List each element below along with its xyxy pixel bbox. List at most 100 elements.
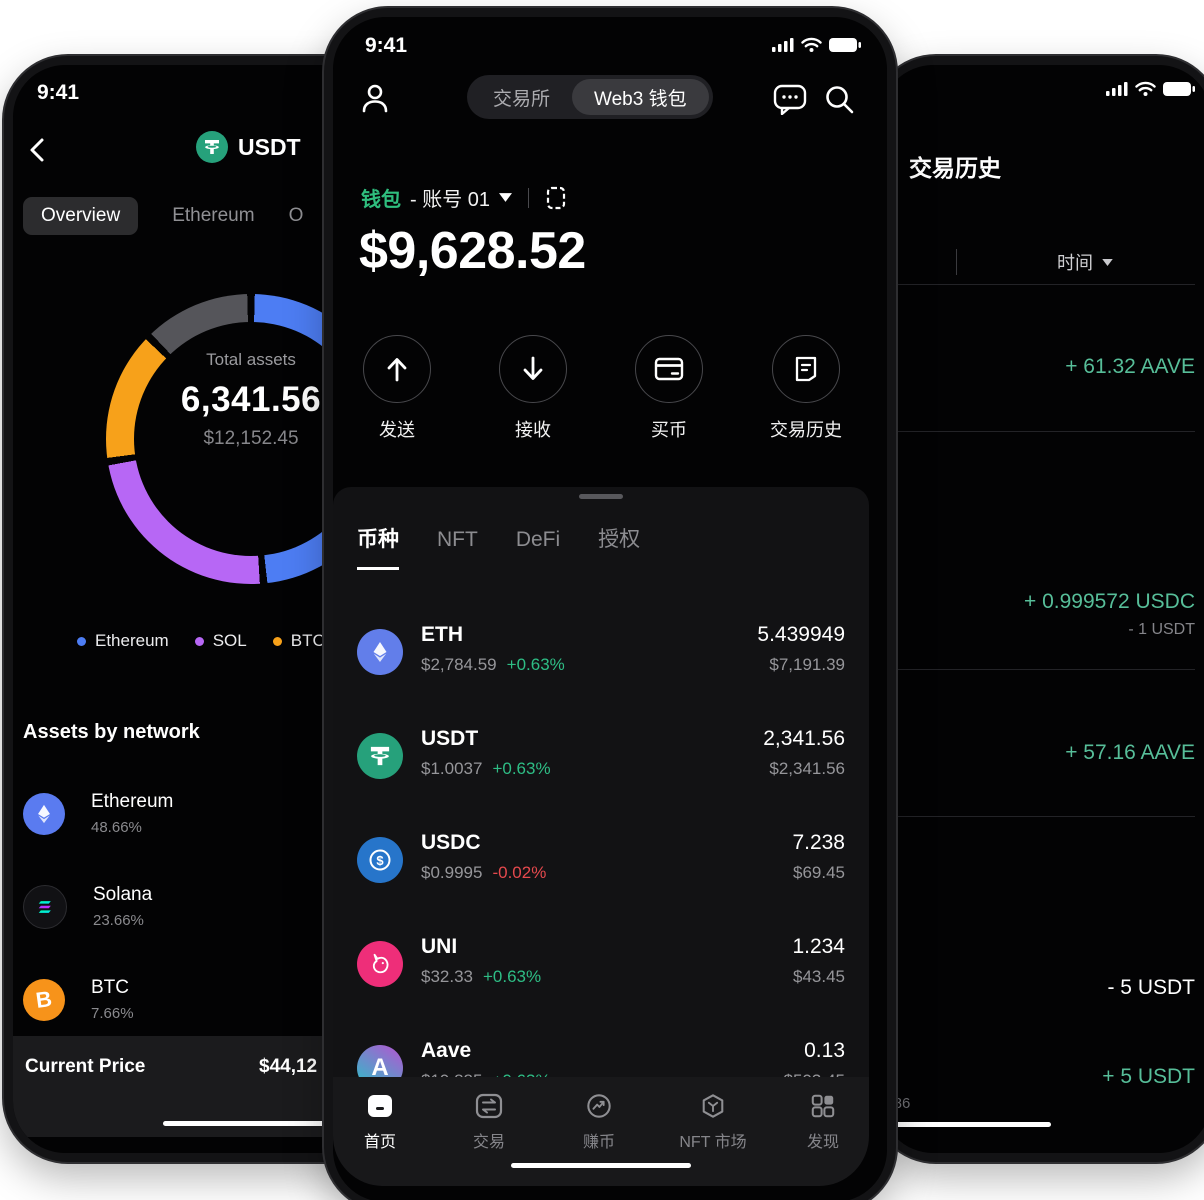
legend-ethereum: Ethereum bbox=[77, 631, 169, 651]
segment-web3-wallet[interactable]: Web3 钱包 bbox=[572, 79, 709, 115]
home-indicator[interactable] bbox=[163, 1121, 433, 1126]
nft-hexagon-icon bbox=[702, 1094, 724, 1118]
legend-dot-orange bbox=[272, 636, 282, 646]
total-balance: $9,628.52 bbox=[359, 222, 586, 280]
status-icons bbox=[772, 37, 861, 53]
history-doc-icon bbox=[772, 335, 840, 403]
caret-down-icon bbox=[499, 193, 513, 202]
token-row-usdc[interactable]: $ USDC $0.9995 -0.02% 7.238 $69.45 bbox=[333, 807, 869, 911]
drag-handle[interactable] bbox=[579, 494, 623, 499]
donut-center-text: Total assets 6,341.56 $12,152.45 bbox=[46, 350, 433, 450]
action-send[interactable]: 发送 bbox=[333, 335, 465, 442]
token-amount: 0.13 bbox=[804, 1039, 845, 1062]
tx-amount[interactable]: + 0.999572 USDC bbox=[1023, 590, 1195, 613]
home-indicator[interactable] bbox=[881, 1122, 1051, 1127]
right-phone-screen: 交易历史 时间 + 61.32 AAVE C + 0.999572 USDC -… bbox=[881, 65, 1204, 1153]
token-row-eth[interactable]: ETH $2,784.59 +0.63% 5.439949 $7,191.39 bbox=[333, 599, 869, 703]
search-button[interactable] bbox=[823, 83, 855, 115]
svg-text:$: $ bbox=[376, 853, 384, 868]
token-price: $1.0037 bbox=[421, 759, 483, 778]
center-phone-screen: 9:41 交易所 Web3 钱包 bbox=[333, 17, 887, 1200]
tab-nft[interactable]: NFT bbox=[437, 528, 478, 551]
chat-icon bbox=[773, 84, 807, 115]
current-price-label: Current Price bbox=[25, 1056, 146, 1077]
tab-approvals[interactable]: 授权 bbox=[598, 528, 641, 551]
token-change: +0.63% bbox=[506, 655, 565, 674]
tx-amount[interactable]: - 5 USDT bbox=[1107, 976, 1195, 999]
grid-icon bbox=[811, 1094, 835, 1118]
action-history[interactable]: 交易历史 bbox=[738, 335, 874, 442]
tx-amount[interactable]: + 61.32 AAVE bbox=[1065, 355, 1195, 378]
wifi-icon bbox=[1135, 81, 1156, 96]
nav-earn[interactable]: 赚币 bbox=[544, 1093, 654, 1152]
eth-icon bbox=[357, 629, 403, 675]
tx-amount[interactable]: + 5 USDT bbox=[1102, 1065, 1195, 1088]
center-phone: 9:41 交易所 Web3 钱包 bbox=[324, 8, 896, 1200]
wallet-label: 钱包 bbox=[361, 189, 401, 211]
nav-discover[interactable]: 发现 bbox=[768, 1093, 878, 1152]
right-phone: 交易历史 时间 + 61.32 AAVE C + 0.999572 USDC -… bbox=[872, 56, 1204, 1162]
tab-clipped[interactable]: O bbox=[288, 205, 304, 226]
search-icon bbox=[826, 86, 854, 114]
home-indicator[interactable] bbox=[511, 1163, 691, 1168]
card-icon bbox=[635, 335, 703, 403]
tab-defi[interactable]: DeFi bbox=[515, 528, 561, 551]
total-assets-usd: $12,152.45 bbox=[203, 428, 299, 449]
token-value: $69.45 bbox=[793, 863, 845, 882]
caret-down-icon bbox=[1102, 258, 1113, 266]
network-text: BTC 7.66% bbox=[91, 977, 134, 1022]
token-value: $7,191.39 bbox=[769, 655, 845, 674]
action-receive[interactable]: 接收 bbox=[465, 335, 601, 442]
nav-trade[interactable]: 交易 bbox=[434, 1093, 544, 1152]
earn-icon bbox=[587, 1094, 611, 1118]
exchange-wallet-toggle: 交易所 Web3 钱包 bbox=[467, 75, 713, 119]
signal-icon bbox=[772, 38, 794, 52]
network-row-btc[interactable]: B BTC 7.66% bbox=[23, 977, 134, 1022]
history-title: 交易历史 bbox=[909, 155, 1001, 181]
network-row-ethereum[interactable]: Ethereum 48.66% bbox=[23, 791, 173, 836]
account-selector[interactable]: 钱包 - 账号 01 bbox=[361, 183, 567, 212]
network-row-solana[interactable]: Solana 23.66% bbox=[23, 884, 152, 929]
network-text: Solana 23.66% bbox=[93, 884, 153, 929]
status-icons bbox=[1106, 81, 1195, 97]
person-icon bbox=[362, 84, 388, 113]
legend-dot-purple bbox=[194, 636, 204, 646]
network-text: Ethereum 48.66% bbox=[91, 791, 174, 836]
token-amount: 5.439949 bbox=[757, 623, 845, 646]
account-label: - 账号 01 bbox=[410, 189, 491, 211]
token-amount: 7.238 bbox=[792, 831, 845, 854]
sort-by-time[interactable]: 时间 bbox=[1057, 249, 1113, 275]
assets-sheet: 币种 NFT DeFi 授权 ETH $2,784.59 +0.63% 5.439… bbox=[333, 487, 869, 1091]
token-price: $2,784.59 bbox=[421, 655, 497, 674]
token-tabs: Overview Ethereum O bbox=[23, 197, 303, 235]
tab-ethereum[interactable]: Ethereum bbox=[172, 205, 255, 226]
donut-legend: Ethereum SOL BTC bbox=[77, 631, 325, 651]
token-row-usdt[interactable]: USDT $1.0037 +0.63% 2,341.56 $2,341.56 bbox=[333, 703, 869, 807]
legend-dot-blue bbox=[77, 636, 86, 646]
token-row-uni[interactable]: UNI $32.33 +0.63% 1.234 $43.45 bbox=[333, 911, 869, 1015]
uni-icon bbox=[357, 941, 403, 987]
divider bbox=[881, 816, 1195, 817]
token-price: $32.33 bbox=[421, 967, 473, 986]
tab-overview[interactable]: Overview bbox=[23, 197, 139, 235]
status-time: 9:41 bbox=[37, 81, 80, 104]
wifi-icon bbox=[801, 37, 822, 52]
legend-sol: SOL bbox=[194, 631, 247, 651]
nav-nft-market[interactable]: NFT 市场 bbox=[658, 1093, 768, 1152]
chat-button[interactable] bbox=[773, 83, 807, 115]
tx-amount[interactable]: + 57.16 AAVE bbox=[1065, 741, 1195, 764]
token-value: $43.45 bbox=[793, 967, 845, 986]
profile-button[interactable] bbox=[359, 81, 391, 115]
signal-icon bbox=[1106, 82, 1128, 96]
token-change: +0.63% bbox=[483, 967, 542, 986]
tab-coins[interactable]: 币种 bbox=[357, 523, 399, 570]
nav-home[interactable]: 首页 bbox=[333, 1093, 435, 1152]
back-button[interactable] bbox=[25, 135, 51, 165]
sheet-tabs: 币种 NFT DeFi 授权 bbox=[357, 523, 640, 570]
total-assets-label: Total assets bbox=[206, 350, 296, 369]
token-amount: 1.234 bbox=[792, 935, 845, 958]
action-buy[interactable]: 买币 bbox=[601, 335, 737, 442]
segment-exchange[interactable]: 交易所 bbox=[493, 88, 551, 110]
scan-icon[interactable] bbox=[545, 185, 567, 211]
